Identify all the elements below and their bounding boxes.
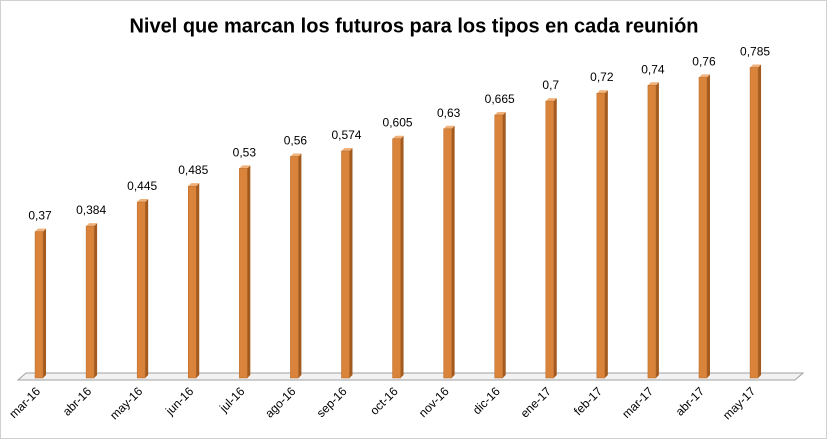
value-label: 0,785: [740, 44, 770, 58]
bar-top: [647, 82, 659, 86]
bar-side: [502, 111, 506, 378]
bar: [443, 128, 452, 379]
value-label: 0,485: [178, 163, 208, 177]
bar-top: [750, 64, 762, 68]
value-label: 0,384: [76, 203, 106, 217]
value-label: 0,76: [692, 54, 716, 68]
bar: [85, 225, 95, 379]
bar-top: [443, 125, 455, 129]
bar-top: [392, 135, 404, 139]
bar-top: [35, 228, 47, 232]
bar: [392, 138, 401, 379]
value-label: 0,574: [331, 128, 361, 142]
bar-side: [706, 74, 710, 378]
value-label: 0,37: [28, 209, 52, 223]
bar-side: [349, 147, 353, 378]
bar-top: [596, 90, 608, 94]
bar: [596, 92, 606, 379]
value-label: 0,7: [542, 78, 559, 92]
bar: [698, 77, 708, 379]
floor: [16, 372, 805, 381]
bar: [188, 185, 197, 379]
bar-side: [298, 153, 302, 378]
value-label: 0,665: [485, 92, 515, 106]
bar-side: [655, 82, 659, 379]
bar: [749, 67, 759, 379]
bar-top: [545, 98, 557, 102]
value-label: 0,53: [233, 145, 257, 159]
bar: [290, 156, 299, 379]
chart-title: Nivel que marcan los futuros para los ti…: [129, 15, 698, 37]
bar: [494, 114, 503, 379]
bar-side: [451, 125, 455, 378]
bar-top: [494, 111, 506, 115]
bar: [34, 231, 44, 379]
bar-top: [137, 198, 149, 202]
bar-side: [196, 183, 200, 378]
bar: [545, 100, 555, 379]
bar-top: [86, 223, 98, 227]
bar-side: [247, 165, 251, 378]
bar-top: [290, 153, 302, 157]
bar: [341, 150, 350, 379]
value-label: 0,74: [641, 62, 665, 76]
bar: [136, 201, 146, 379]
bar: [239, 168, 248, 379]
bar-top: [698, 74, 710, 78]
bar-top: [188, 183, 200, 187]
bar-side: [400, 135, 404, 378]
bar-top: [341, 147, 353, 151]
bar-side: [43, 228, 47, 378]
value-label: 0,445: [127, 179, 157, 193]
value-label: 0,605: [383, 116, 413, 130]
bar-side: [553, 98, 557, 378]
bar: [647, 85, 657, 379]
value-label: 0,72: [590, 70, 614, 84]
bar-top: [239, 165, 251, 169]
bar-side: [94, 223, 98, 378]
value-label: 0,56: [284, 133, 308, 147]
bar-side: [145, 198, 149, 378]
bar-side: [604, 90, 608, 378]
value-label: 0,63: [437, 106, 461, 120]
bar-side: [758, 64, 762, 378]
